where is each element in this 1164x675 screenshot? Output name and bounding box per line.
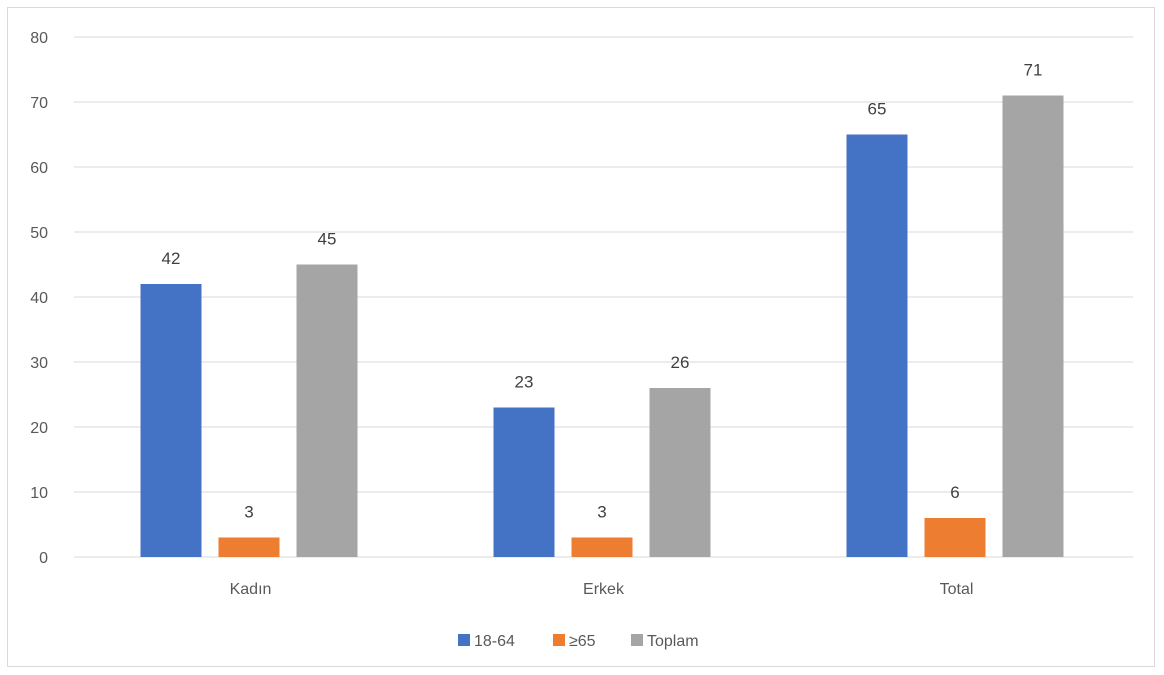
y-tick-label: 80 [30,30,48,47]
bar-65-Kadın [218,537,280,557]
bar-65-Total [924,518,986,557]
x-category-label: Erkek [583,581,625,598]
x-category-label: Kadın [230,581,272,598]
y-tick-label: 60 [30,160,48,177]
y-axis-tick-labels: 0 10 20 30 40 50 60 70 80 [30,30,48,567]
legend: 18-64 ≥65 Toplam [458,633,699,650]
legend-swatch [631,634,643,646]
bar-18-64-Erkek [493,407,555,557]
data-labels: 42 3 45 23 3 26 65 6 71 [162,61,1043,522]
legend-label: ≥65 [569,633,596,650]
y-tick-label: 70 [30,95,48,112]
y-tick-label: 20 [30,420,48,437]
bars [140,95,1064,557]
data-label: 3 [597,503,606,522]
data-label: 71 [1024,61,1043,80]
bar-Toplam-Erkek [649,388,711,557]
data-label: 23 [515,373,534,392]
bar-18-64-Kadın [140,284,202,557]
bar-Toplam-Kadın [296,264,358,557]
data-label: 26 [671,353,690,372]
x-category-label: Total [940,581,974,598]
data-label: 42 [162,249,181,268]
data-label: 3 [244,503,253,522]
y-tick-label: 30 [30,355,48,372]
x-axis-category-labels: Kadın Erkek Total [230,581,974,598]
legend-label: Toplam [647,633,699,650]
data-label: 6 [950,483,959,502]
legend-swatch [553,634,565,646]
data-label: 45 [318,230,337,249]
gridlines [74,36,1133,558]
data-label: 65 [868,100,887,119]
bar-65-Erkek [571,537,633,557]
bar-18-64-Total [846,134,908,557]
y-tick-label: 10 [30,485,48,502]
legend-label: 18-64 [474,633,515,650]
legend-swatch [458,634,470,646]
y-tick-label: 40 [30,290,48,307]
y-tick-label: 0 [39,550,48,567]
bar-Toplam-Total [1002,95,1064,557]
y-tick-label: 50 [30,225,48,242]
